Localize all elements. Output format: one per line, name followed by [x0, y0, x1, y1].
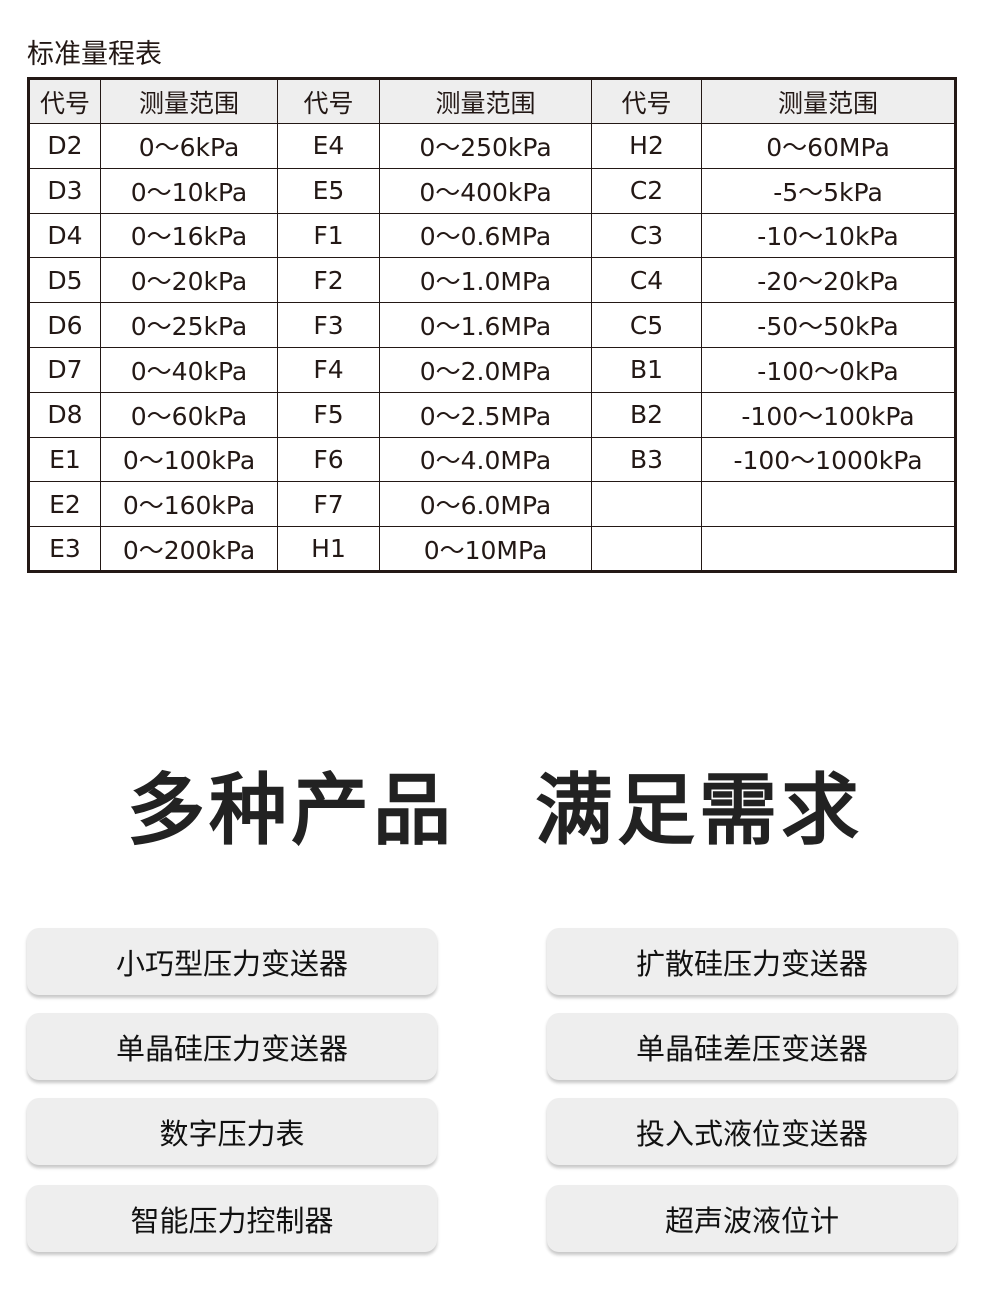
code-cell: F4: [277, 346, 380, 393]
range-cell: -100～0kPa: [701, 346, 956, 393]
code-cell: [591, 526, 702, 572]
range-cell: -5～5kPa: [701, 167, 956, 214]
product-button[interactable]: 智能压力控制器: [27, 1185, 437, 1252]
table-row: D3 0～10kPa E5 0～400kPa C2 -5～5kPa: [28, 167, 956, 214]
range-cell: [701, 481, 956, 528]
column-header: 代号: [28, 78, 101, 124]
code-cell: E5: [277, 167, 380, 214]
table-row: D4 0～16kPa F1 0～0.6MPa C3 -10～10kPa: [28, 212, 956, 259]
range-cell: 0～10kPa: [100, 167, 278, 214]
range-table: 代号 测量范围 代号 测量范围 代号 测量范围 D2 0～6kPa E4 0～250kPa H2 0…: [27, 77, 957, 573]
range-cell: 0～60MPa: [701, 123, 956, 169]
table-header-row: 代号 测量范围 代号 测量范围 代号 测量范围: [28, 78, 956, 124]
table-title: 标准量程表: [27, 39, 162, 70]
table-row: D5 0～20kPa F2 0～1.0MPa C4 -20～20kPa: [28, 257, 956, 304]
code-cell: D3: [28, 167, 101, 214]
product-button[interactable]: 扩散硅压力变送器: [547, 928, 957, 995]
column-header: 测量范围: [100, 78, 278, 124]
code-cell: F5: [277, 391, 380, 438]
range-cell: -50～50kPa: [701, 302, 956, 348]
range-cell: 0～2.5MPa: [379, 391, 592, 438]
range-cell: 0～60kPa: [100, 391, 278, 438]
code-cell: C4: [591, 257, 702, 304]
range-cell: 0～200kPa: [100, 526, 278, 572]
range-cell: 0～100kPa: [100, 436, 278, 483]
table-row: D6 0～25kPa F3 0～1.6MPa C5 -50～50kPa: [28, 302, 956, 348]
column-header: 代号: [591, 78, 702, 124]
column-header: 测量范围: [379, 78, 592, 124]
code-cell: D5: [28, 257, 101, 304]
code-cell: C3: [591, 212, 702, 259]
range-cell: -100～100kPa: [701, 391, 956, 438]
product-button[interactable]: 小巧型压力变送器: [27, 928, 437, 995]
code-cell: F3: [277, 302, 380, 348]
code-cell: E1: [28, 436, 101, 483]
code-cell: F1: [277, 212, 380, 259]
table-row: D7 0～40kPa F4 0～2.0MPa B1 -100～0kPa: [28, 346, 956, 393]
range-cell: -20～20kPa: [701, 257, 956, 304]
code-cell: D4: [28, 212, 101, 259]
code-cell: F6: [277, 436, 380, 483]
code-cell: C5: [591, 302, 702, 348]
range-cell: [701, 526, 956, 572]
code-cell: E4: [277, 123, 380, 169]
heading-right: 满足需求: [535, 766, 864, 856]
code-cell: B1: [591, 346, 702, 393]
range-cell: 0～2.0MPa: [379, 346, 592, 393]
code-cell: [591, 481, 702, 528]
range-cell: 0～20kPa: [100, 257, 278, 304]
product-button[interactable]: 投入式液位变送器: [547, 1098, 957, 1165]
product-button[interactable]: 单晶硅压力变送器: [27, 1013, 437, 1080]
range-cell: 0～400kPa: [379, 167, 592, 214]
section-heading: 多种产品 满足需求: [0, 748, 990, 860]
range-cell: 0～40kPa: [100, 346, 278, 393]
range-cell: 0～16kPa: [100, 212, 278, 259]
range-cell: 0～25kPa: [100, 302, 278, 348]
column-header: 测量范围: [701, 78, 956, 124]
table-row: E2 0～160kPa F7 0～6.0MPa: [28, 481, 956, 528]
code-cell: H1: [277, 526, 380, 572]
range-cell: 0～160kPa: [100, 481, 278, 528]
code-cell: B3: [591, 436, 702, 483]
code-cell: D8: [28, 391, 101, 438]
range-cell: 0～250kPa: [379, 123, 592, 169]
product-button[interactable]: 超声波液位计: [547, 1185, 957, 1252]
range-cell: -10～10kPa: [701, 212, 956, 259]
column-header: 代号: [277, 78, 380, 124]
code-cell: D6: [28, 302, 101, 348]
product-button[interactable]: 单晶硅差压变送器: [547, 1013, 957, 1080]
code-cell: C2: [591, 167, 702, 214]
code-cell: D2: [28, 123, 101, 169]
heading-left: 多种产品: [126, 766, 455, 856]
range-cell: 0～0.6MPa: [379, 212, 592, 259]
range-cell: 0～6kPa: [100, 123, 278, 169]
range-cell: 0～10MPa: [379, 526, 592, 572]
range-cell: 0～6.0MPa: [379, 481, 592, 528]
code-cell: D7: [28, 346, 101, 393]
code-cell: E2: [28, 481, 101, 528]
code-cell: E3: [28, 526, 101, 572]
table-row: E1 0～100kPa F6 0～4.0MPa B3 -100～1000kPa: [28, 436, 956, 483]
range-cell: 0～1.0MPa: [379, 257, 592, 304]
code-cell: F2: [277, 257, 380, 304]
table-row: E3 0～200kPa H1 0～10MPa: [28, 526, 956, 572]
code-cell: H2: [591, 123, 702, 169]
range-cell: 0～4.0MPa: [379, 436, 592, 483]
range-cell: -100～1000kPa: [701, 436, 956, 483]
range-cell: 0～1.6MPa: [379, 302, 592, 348]
table-row: D2 0～6kPa E4 0～250kPa H2 0～60MPa: [28, 123, 956, 169]
product-button[interactable]: 数字压力表: [27, 1098, 437, 1165]
code-cell: B2: [591, 391, 702, 438]
code-cell: F7: [277, 481, 380, 528]
table-row: D8 0～60kPa F5 0～2.5MPa B2 -100～100kPa: [28, 391, 956, 438]
